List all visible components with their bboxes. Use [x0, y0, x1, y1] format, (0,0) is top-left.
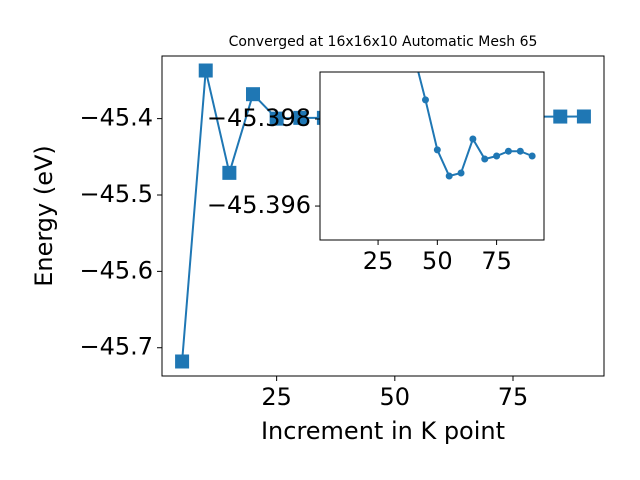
marker	[576, 109, 591, 124]
marker	[528, 152, 536, 160]
marker	[433, 146, 441, 154]
marker	[516, 147, 524, 155]
marker	[445, 172, 453, 180]
marker	[493, 152, 501, 160]
marker	[222, 165, 237, 180]
marker	[421, 96, 429, 104]
marker	[481, 155, 489, 163]
x-tick-label: 50	[422, 247, 453, 275]
marker	[175, 354, 190, 369]
y-axis-label: Energy (eV)	[30, 145, 58, 287]
x-tick-label: 75	[481, 247, 512, 275]
x-tick-label: 50	[380, 383, 411, 411]
y-tick-label: −45.7	[79, 333, 153, 361]
chart-title: Converged at 16x16x10 Automatic Mesh 65	[229, 34, 538, 50]
axes-frame	[161, 55, 605, 377]
y-tick-label: −45.396	[207, 191, 311, 219]
y-tick-label: −45.4	[79, 104, 153, 132]
x-tick-label: 25	[363, 247, 394, 275]
marker	[504, 147, 512, 155]
y-tick-label: −45.5	[79, 180, 153, 208]
plot-area	[417, 72, 536, 180]
x-axis-label: Increment in K point	[261, 417, 505, 445]
y-tick-label: −45.398	[207, 104, 311, 132]
x-tick-label: 75	[498, 383, 529, 411]
axes-frame	[319, 71, 545, 241]
marker	[293, 110, 308, 125]
marker	[457, 169, 465, 177]
marker	[198, 63, 213, 78]
x-tick-label: 25	[261, 383, 292, 411]
marker	[269, 111, 284, 126]
marker	[553, 109, 568, 124]
y-tick-label: −45.6	[79, 256, 153, 284]
inset-background	[320, 72, 544, 240]
marker	[246, 87, 260, 102]
marker	[469, 135, 477, 143]
